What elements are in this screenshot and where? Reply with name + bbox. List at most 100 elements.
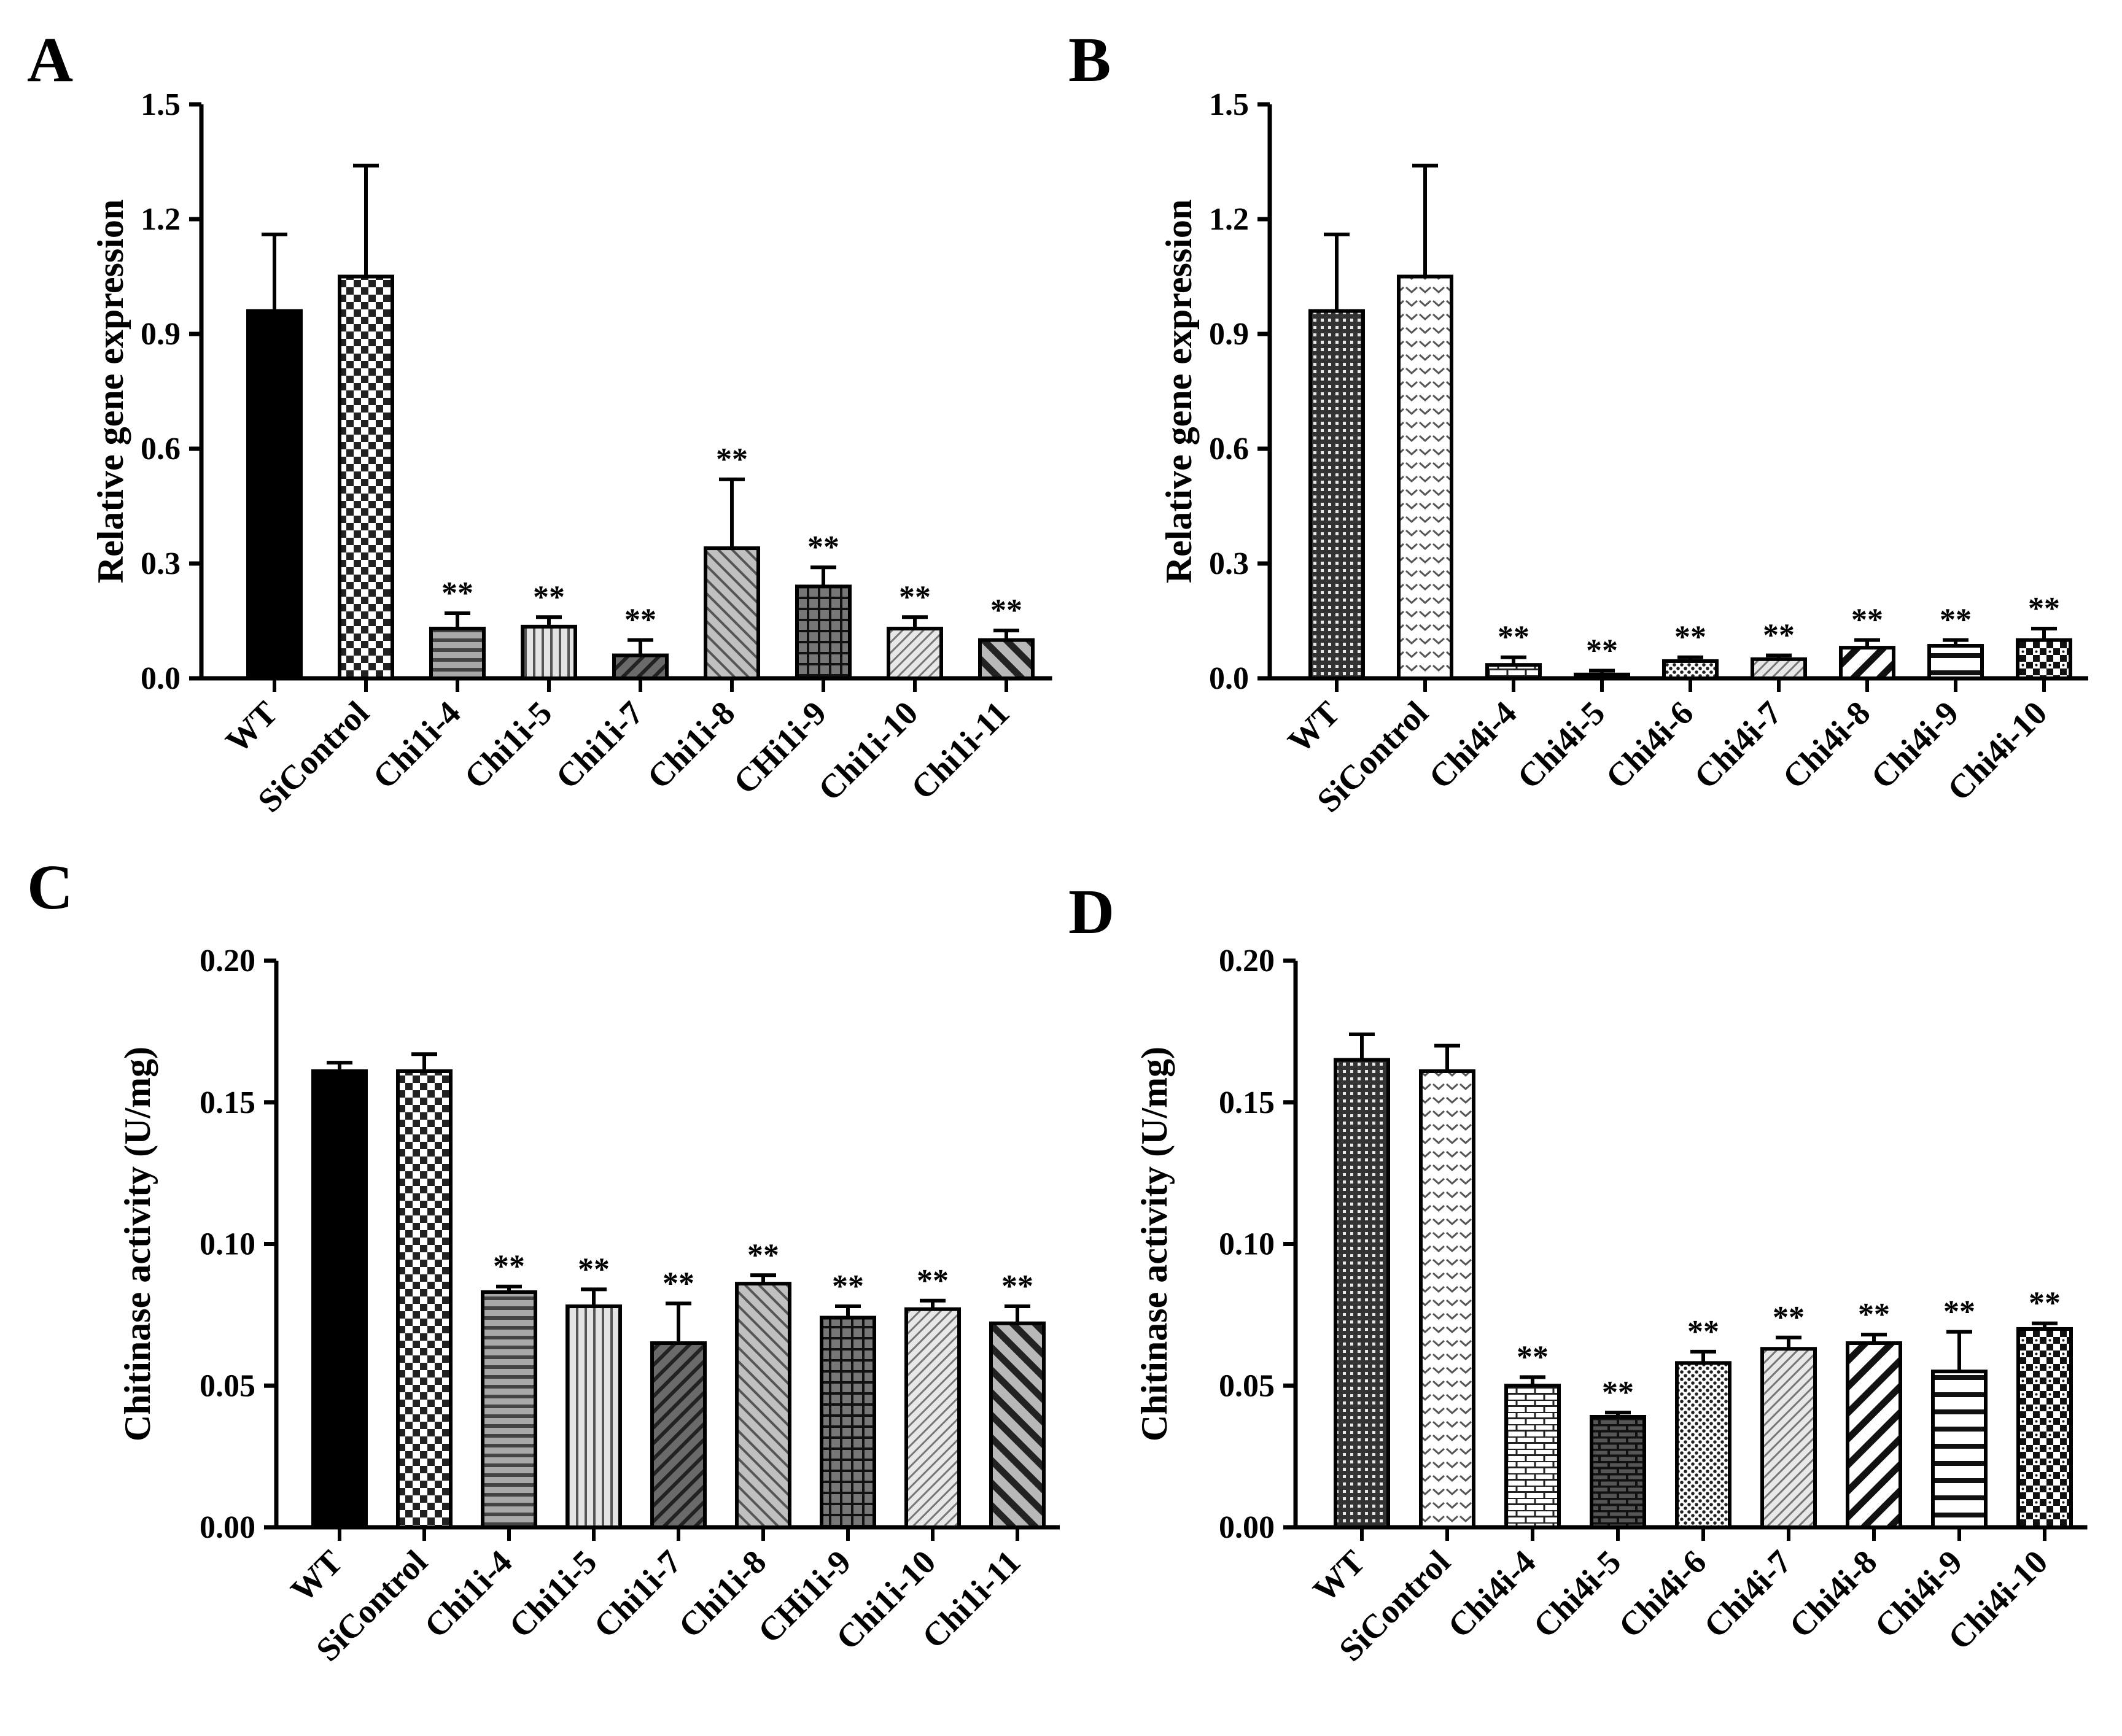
- bar: [989, 1321, 1046, 1529]
- y-tick-label: 0.6: [1209, 432, 1249, 467]
- significance-label: **: [624, 603, 656, 638]
- y-tick-label: 0.10: [1219, 1227, 1275, 1262]
- panel-letter-b: B: [1068, 25, 1111, 95]
- significance-label: **: [1586, 634, 1618, 668]
- bar: [246, 309, 303, 681]
- chart-b: 0.0 0.3 0.6 0.9 1.2 1.5 Relative gene expressi…: [1159, 87, 2088, 820]
- category-label: Chi1i-11: [904, 694, 1017, 807]
- bar: [429, 626, 486, 681]
- significance-label: **: [2029, 1286, 2061, 1321]
- bar: [1574, 672, 1630, 681]
- y-tick-label: 0.00: [1219, 1510, 1275, 1545]
- bar: [1590, 1415, 1646, 1529]
- category-label: Chi4i-10: [1940, 694, 2054, 808]
- y-axis-title: Chitinase activity (U/mg): [117, 1047, 158, 1441]
- significance-label: **: [663, 1266, 694, 1301]
- category-label: Chi4i-6: [1598, 694, 1700, 796]
- bar: [650, 1341, 707, 1529]
- category-label: Chi4i-8: [1775, 694, 1877, 796]
- y-tick-label: 0.0: [141, 661, 181, 696]
- bar: [338, 274, 394, 680]
- significance-label: **: [832, 1269, 864, 1304]
- panel-letter-d: D: [1068, 877, 1114, 947]
- y-tick-label: 0.20: [1219, 944, 1275, 978]
- category-label: Chi1i-5: [502, 1543, 604, 1645]
- bar: [521, 624, 577, 680]
- category-label: Chi1i-4: [365, 694, 467, 796]
- bar: [2016, 638, 2072, 680]
- bar: [1419, 1069, 1475, 1529]
- category-label: Chi1i-10: [811, 694, 925, 808]
- bar: [1839, 646, 1895, 680]
- bar: [704, 546, 760, 680]
- bar: [1927, 644, 1984, 681]
- bar: [1334, 1058, 1390, 1529]
- chart-c: 0.00 0.05 0.10 0.15 0.20 Chitinase activity (…: [117, 944, 1060, 1668]
- significance-label: **: [493, 1249, 525, 1284]
- bar: [1931, 1370, 1988, 1530]
- bar: [481, 1290, 537, 1530]
- y-tick-label: 0.15: [1219, 1085, 1275, 1120]
- significance-label: **: [1602, 1375, 1634, 1410]
- bar: [795, 584, 852, 681]
- bar: [1485, 663, 1542, 681]
- category-label: Chi1i-4: [417, 1543, 519, 1645]
- bar: [2016, 1327, 2073, 1529]
- category-label: WT: [219, 694, 285, 760]
- significance-label: **: [533, 579, 565, 614]
- bar: [735, 1282, 791, 1530]
- significance-label: **: [1498, 620, 1529, 655]
- y-tick-label: 0.9: [1209, 317, 1249, 352]
- category-label: Chi4i-4: [1440, 1543, 1542, 1645]
- category-label: Chi1i-8: [640, 694, 742, 796]
- y-tick-label: 0.10: [200, 1227, 255, 1262]
- category-label: Chi4i-4: [1421, 694, 1523, 796]
- significance-label: **: [1001, 1269, 1033, 1304]
- significance-label: **: [1773, 1300, 1805, 1335]
- bar: [1397, 274, 1453, 680]
- bar: [1751, 657, 1807, 681]
- y-tick-label: 0.15: [200, 1085, 255, 1120]
- y-tick-label: 0.05: [200, 1368, 255, 1403]
- y-axis-title: Relative gene expression: [1159, 200, 1199, 583]
- bar: [1846, 1341, 1902, 1529]
- significance-label: **: [2028, 591, 2060, 626]
- category-label: Chi4i-5: [1510, 694, 1612, 796]
- category-label: Chi4i-5: [1526, 1543, 1628, 1645]
- category-label: Chi1i-7: [586, 1543, 688, 1645]
- significance-label: **: [1674, 620, 1706, 655]
- bar: [396, 1069, 453, 1529]
- panel-letter-c: C: [27, 852, 73, 923]
- category-label: WT: [1281, 694, 1347, 760]
- category-label: Chi1i-5: [457, 694, 559, 796]
- y-tick-label: 0.0: [1209, 661, 1249, 696]
- bar: [820, 1316, 876, 1529]
- category-label: WT: [284, 1543, 350, 1609]
- significance-label: **: [747, 1238, 779, 1273]
- chart-d: 0.00 0.05 0.10 0.15 0.20 Chitinase activity (…: [1134, 944, 2088, 1668]
- significance-label: **: [917, 1263, 949, 1298]
- category-label: WT: [1306, 1543, 1372, 1609]
- y-tick-label: 0.20: [200, 944, 255, 978]
- significance-label: **: [1687, 1314, 1719, 1349]
- bar: [904, 1307, 961, 1530]
- category-label: Chi4i-8: [1782, 1543, 1884, 1645]
- bar: [1760, 1347, 1817, 1529]
- y-tick-label: 1.2: [141, 202, 181, 237]
- bar: [311, 1069, 368, 1529]
- y-tick-label: 0.9: [141, 317, 181, 352]
- y-tick-label: 0.00: [200, 1510, 255, 1545]
- significance-label: **: [807, 530, 839, 565]
- bar: [565, 1304, 622, 1530]
- significance-label: **: [1851, 603, 1883, 638]
- bar: [1308, 309, 1365, 681]
- significance-label: **: [1858, 1297, 1890, 1332]
- panel-letter-a: A: [27, 25, 73, 95]
- bar: [1662, 659, 1719, 680]
- bar: [887, 626, 943, 681]
- y-tick-label: 0.3: [141, 546, 181, 581]
- y-tick-label: 0.3: [1209, 546, 1249, 581]
- y-tick-label: 0.05: [1219, 1368, 1275, 1403]
- significance-label: **: [990, 593, 1022, 628]
